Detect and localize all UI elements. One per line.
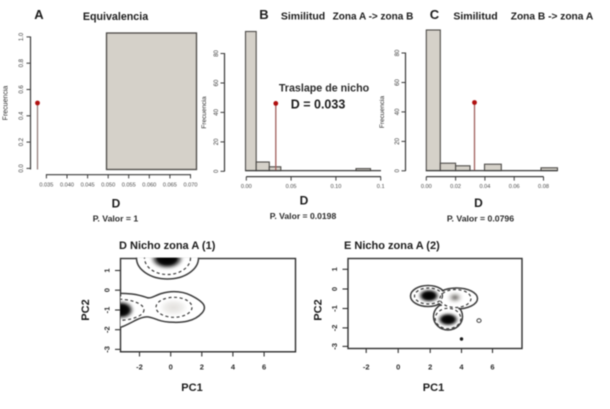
svg-text:40: 40 — [395, 108, 401, 115]
svg-text:20: 20 — [395, 137, 401, 144]
svg-text:0.4: 0.4 — [19, 111, 25, 120]
svg-text:P. Valor = 0.0796: P. Valor = 0.0796 — [447, 214, 514, 224]
svg-text:6: 6 — [490, 363, 494, 372]
svg-text:D: D — [474, 196, 483, 210]
svg-text:0.02: 0.02 — [450, 184, 461, 190]
svg-text:4: 4 — [459, 363, 464, 372]
svg-text:40: 40 — [214, 108, 220, 115]
svg-text:0.055: 0.055 — [122, 182, 136, 188]
svg-text:-2: -2 — [103, 326, 112, 333]
svg-text:0.10: 0.10 — [330, 184, 341, 190]
svg-text:1: 1 — [103, 268, 112, 272]
svg-text:Equivalencia: Equivalencia — [83, 11, 149, 23]
svg-text:0.035: 0.035 — [39, 182, 53, 188]
svg-text:B: B — [259, 7, 268, 22]
svg-text:0.04: 0.04 — [479, 184, 490, 190]
svg-text:E Nicho zona A (2): E Nicho zona A (2) — [344, 240, 440, 252]
svg-text:0.8: 0.8 — [19, 58, 25, 67]
svg-text:Frecuencia: Frecuencia — [3, 86, 10, 121]
svg-text:Similitud: Similitud — [453, 11, 497, 23]
svg-text:D Nicho zona A (1): D Nicho zona A (1) — [119, 240, 216, 252]
svg-text:PC2: PC2 — [80, 299, 92, 320]
svg-text:0.1: 0.1 — [377, 184, 385, 190]
svg-text:D: D — [112, 197, 121, 211]
svg-text:-2: -2 — [136, 363, 143, 372]
svg-text:PC2: PC2 — [313, 299, 325, 320]
svg-text:P. Valor = 1: P. Valor = 1 — [93, 214, 139, 224]
svg-text:Zona A -> zona B: Zona A -> zona B — [333, 12, 414, 23]
svg-text:0.060: 0.060 — [142, 182, 156, 188]
svg-text:4: 4 — [231, 363, 236, 372]
svg-text:60: 60 — [214, 79, 220, 86]
svg-text:2: 2 — [200, 363, 204, 372]
svg-text:Zona B -> zona A: Zona B -> zona A — [511, 12, 594, 23]
svg-text:0.05: 0.05 — [286, 184, 297, 190]
svg-text:20: 20 — [214, 138, 220, 145]
svg-text:80: 80 — [395, 49, 401, 56]
svg-text:0.00: 0.00 — [241, 184, 252, 190]
svg-text:-1: -1 — [103, 307, 112, 314]
svg-text:D = 0.033: D = 0.033 — [291, 98, 346, 112]
svg-text:0.050: 0.050 — [101, 182, 115, 188]
svg-text:0.0: 0.0 — [19, 164, 25, 173]
svg-text:-3: -3 — [103, 346, 112, 353]
svg-text:-2: -2 — [363, 363, 370, 372]
svg-text:0.065: 0.065 — [163, 182, 177, 188]
svg-text:Similitud: Similitud — [281, 11, 325, 23]
svg-text:0: 0 — [169, 363, 173, 372]
svg-text:D: D — [300, 194, 309, 208]
svg-text:0.00: 0.00 — [421, 184, 432, 190]
svg-text:2: 2 — [428, 363, 432, 372]
svg-text:C: C — [430, 7, 440, 22]
svg-text:0.08: 0.08 — [538, 184, 549, 190]
svg-text:0.045: 0.045 — [81, 182, 95, 188]
svg-text:60: 60 — [395, 79, 401, 86]
svg-text:A: A — [34, 7, 44, 22]
svg-text:0: 0 — [395, 168, 401, 172]
svg-text:80: 80 — [214, 50, 220, 57]
svg-text:0: 0 — [103, 288, 112, 292]
svg-text:Frecuencia: Frecuencia — [379, 96, 386, 129]
svg-text:0: 0 — [330, 287, 339, 291]
svg-text:Traslape de nicho: Traslape de nicho — [279, 83, 370, 95]
svg-text:P. Valor = 0.0198: P. Valor = 0.0198 — [270, 211, 337, 221]
svg-text:0.2: 0.2 — [19, 137, 25, 146]
svg-text:0.06: 0.06 — [509, 184, 520, 190]
svg-text:PC1: PC1 — [181, 382, 202, 394]
svg-text:0.040: 0.040 — [60, 182, 74, 188]
svg-text:-1: -1 — [330, 305, 339, 312]
svg-text:0.070: 0.070 — [184, 182, 198, 188]
svg-text:0: 0 — [214, 169, 220, 173]
svg-text:1.0: 1.0 — [19, 32, 25, 41]
svg-text:PC1: PC1 — [423, 382, 444, 394]
svg-text:0.6: 0.6 — [19, 85, 25, 94]
svg-text:1: 1 — [330, 267, 339, 271]
svg-text:-2: -2 — [330, 325, 339, 332]
svg-text:6: 6 — [262, 363, 266, 372]
svg-text:-3: -3 — [330, 343, 339, 350]
svg-text:0: 0 — [396, 363, 400, 372]
svg-text:Frecuencia: Frecuencia — [201, 96, 208, 129]
